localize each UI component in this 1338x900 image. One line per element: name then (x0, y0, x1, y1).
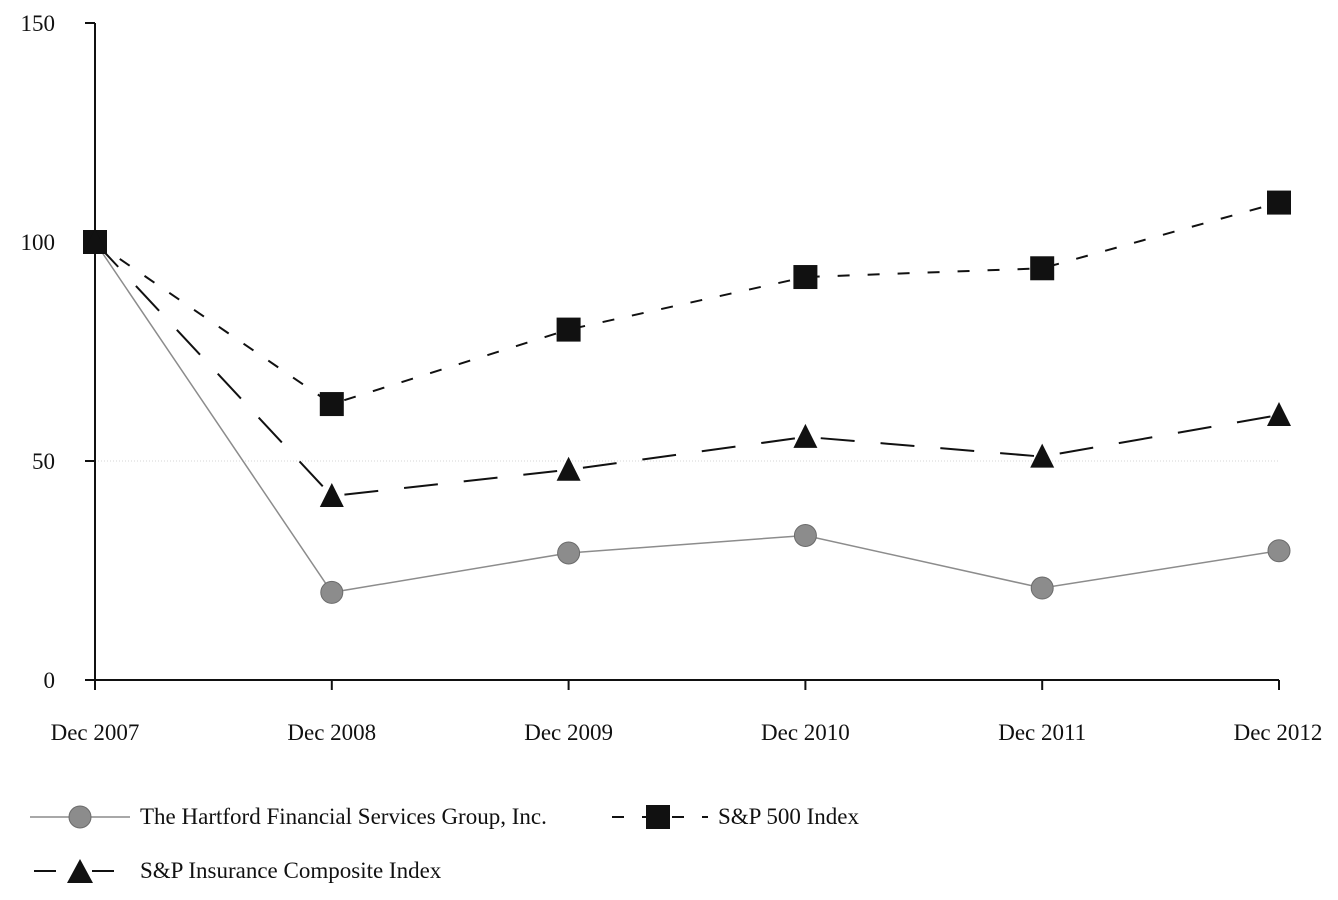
x-tick-label-3: Dec 2010 (761, 720, 850, 745)
legend-label-sp500: S&P 500 Index (718, 804, 859, 829)
point-circle-1 (320, 580, 344, 604)
point-square-2 (556, 317, 581, 342)
point-circle-3 (793, 523, 817, 547)
point-square-3 (793, 265, 818, 290)
legend-item-hartford: The Hartford Financial Services Group, I… (30, 802, 547, 832)
axes-layer (85, 22, 1280, 690)
point-circle-5 (1267, 539, 1291, 563)
legend-item-sp500: S&P 500 Index (608, 802, 859, 832)
y-tick-label-0: 0 (44, 668, 56, 693)
series-line-0 (94, 241, 1280, 594)
series-line-2 (94, 241, 1280, 498)
legend-label-sp-insurance: S&P Insurance Composite Index (140, 858, 442, 883)
point-square-4 (1030, 256, 1055, 281)
point-circle-2 (557, 541, 581, 565)
labels-layer: 0 50 100 150 Dec 2007 Dec 2008 Dec 2009 Dec 201… (21, 11, 1323, 745)
legend-swatch-circle-icon (30, 805, 130, 829)
legend-item-sp-insurance: S&P Insurance Composite Index (30, 856, 441, 886)
x-tick-label-0: Dec 2007 (51, 720, 140, 745)
x-tick-label-1: Dec 2008 (287, 720, 376, 745)
point-triangle-4 (1030, 443, 1055, 468)
point-triangle-1 (319, 483, 344, 508)
series-layer (83, 190, 1291, 604)
point-triangle-2 (556, 456, 581, 481)
legend-swatch-triangle-icon (30, 859, 130, 883)
point-triangle-0 (83, 229, 107, 253)
x-tick-label-2: Dec 2009 (524, 720, 613, 745)
point-square-1 (319, 392, 344, 417)
legend-swatch-square-icon (608, 805, 708, 829)
y-tick-label-100: 100 (21, 230, 56, 255)
point-triangle-5 (1267, 402, 1291, 427)
legend-label-hartford: The Hartford Financial Services Group, I… (140, 804, 547, 829)
series-line-1 (94, 201, 1280, 406)
x-tick-label-4: Dec 2011 (998, 720, 1086, 745)
point-circle-4 (1030, 576, 1054, 600)
point-triangle-3 (793, 423, 818, 448)
x-tick-label-5: Dec 2012 (1234, 720, 1323, 745)
y-tick-label-150: 150 (21, 11, 56, 36)
point-square-5 (1267, 190, 1291, 215)
y-tick-label-50: 50 (32, 449, 55, 474)
